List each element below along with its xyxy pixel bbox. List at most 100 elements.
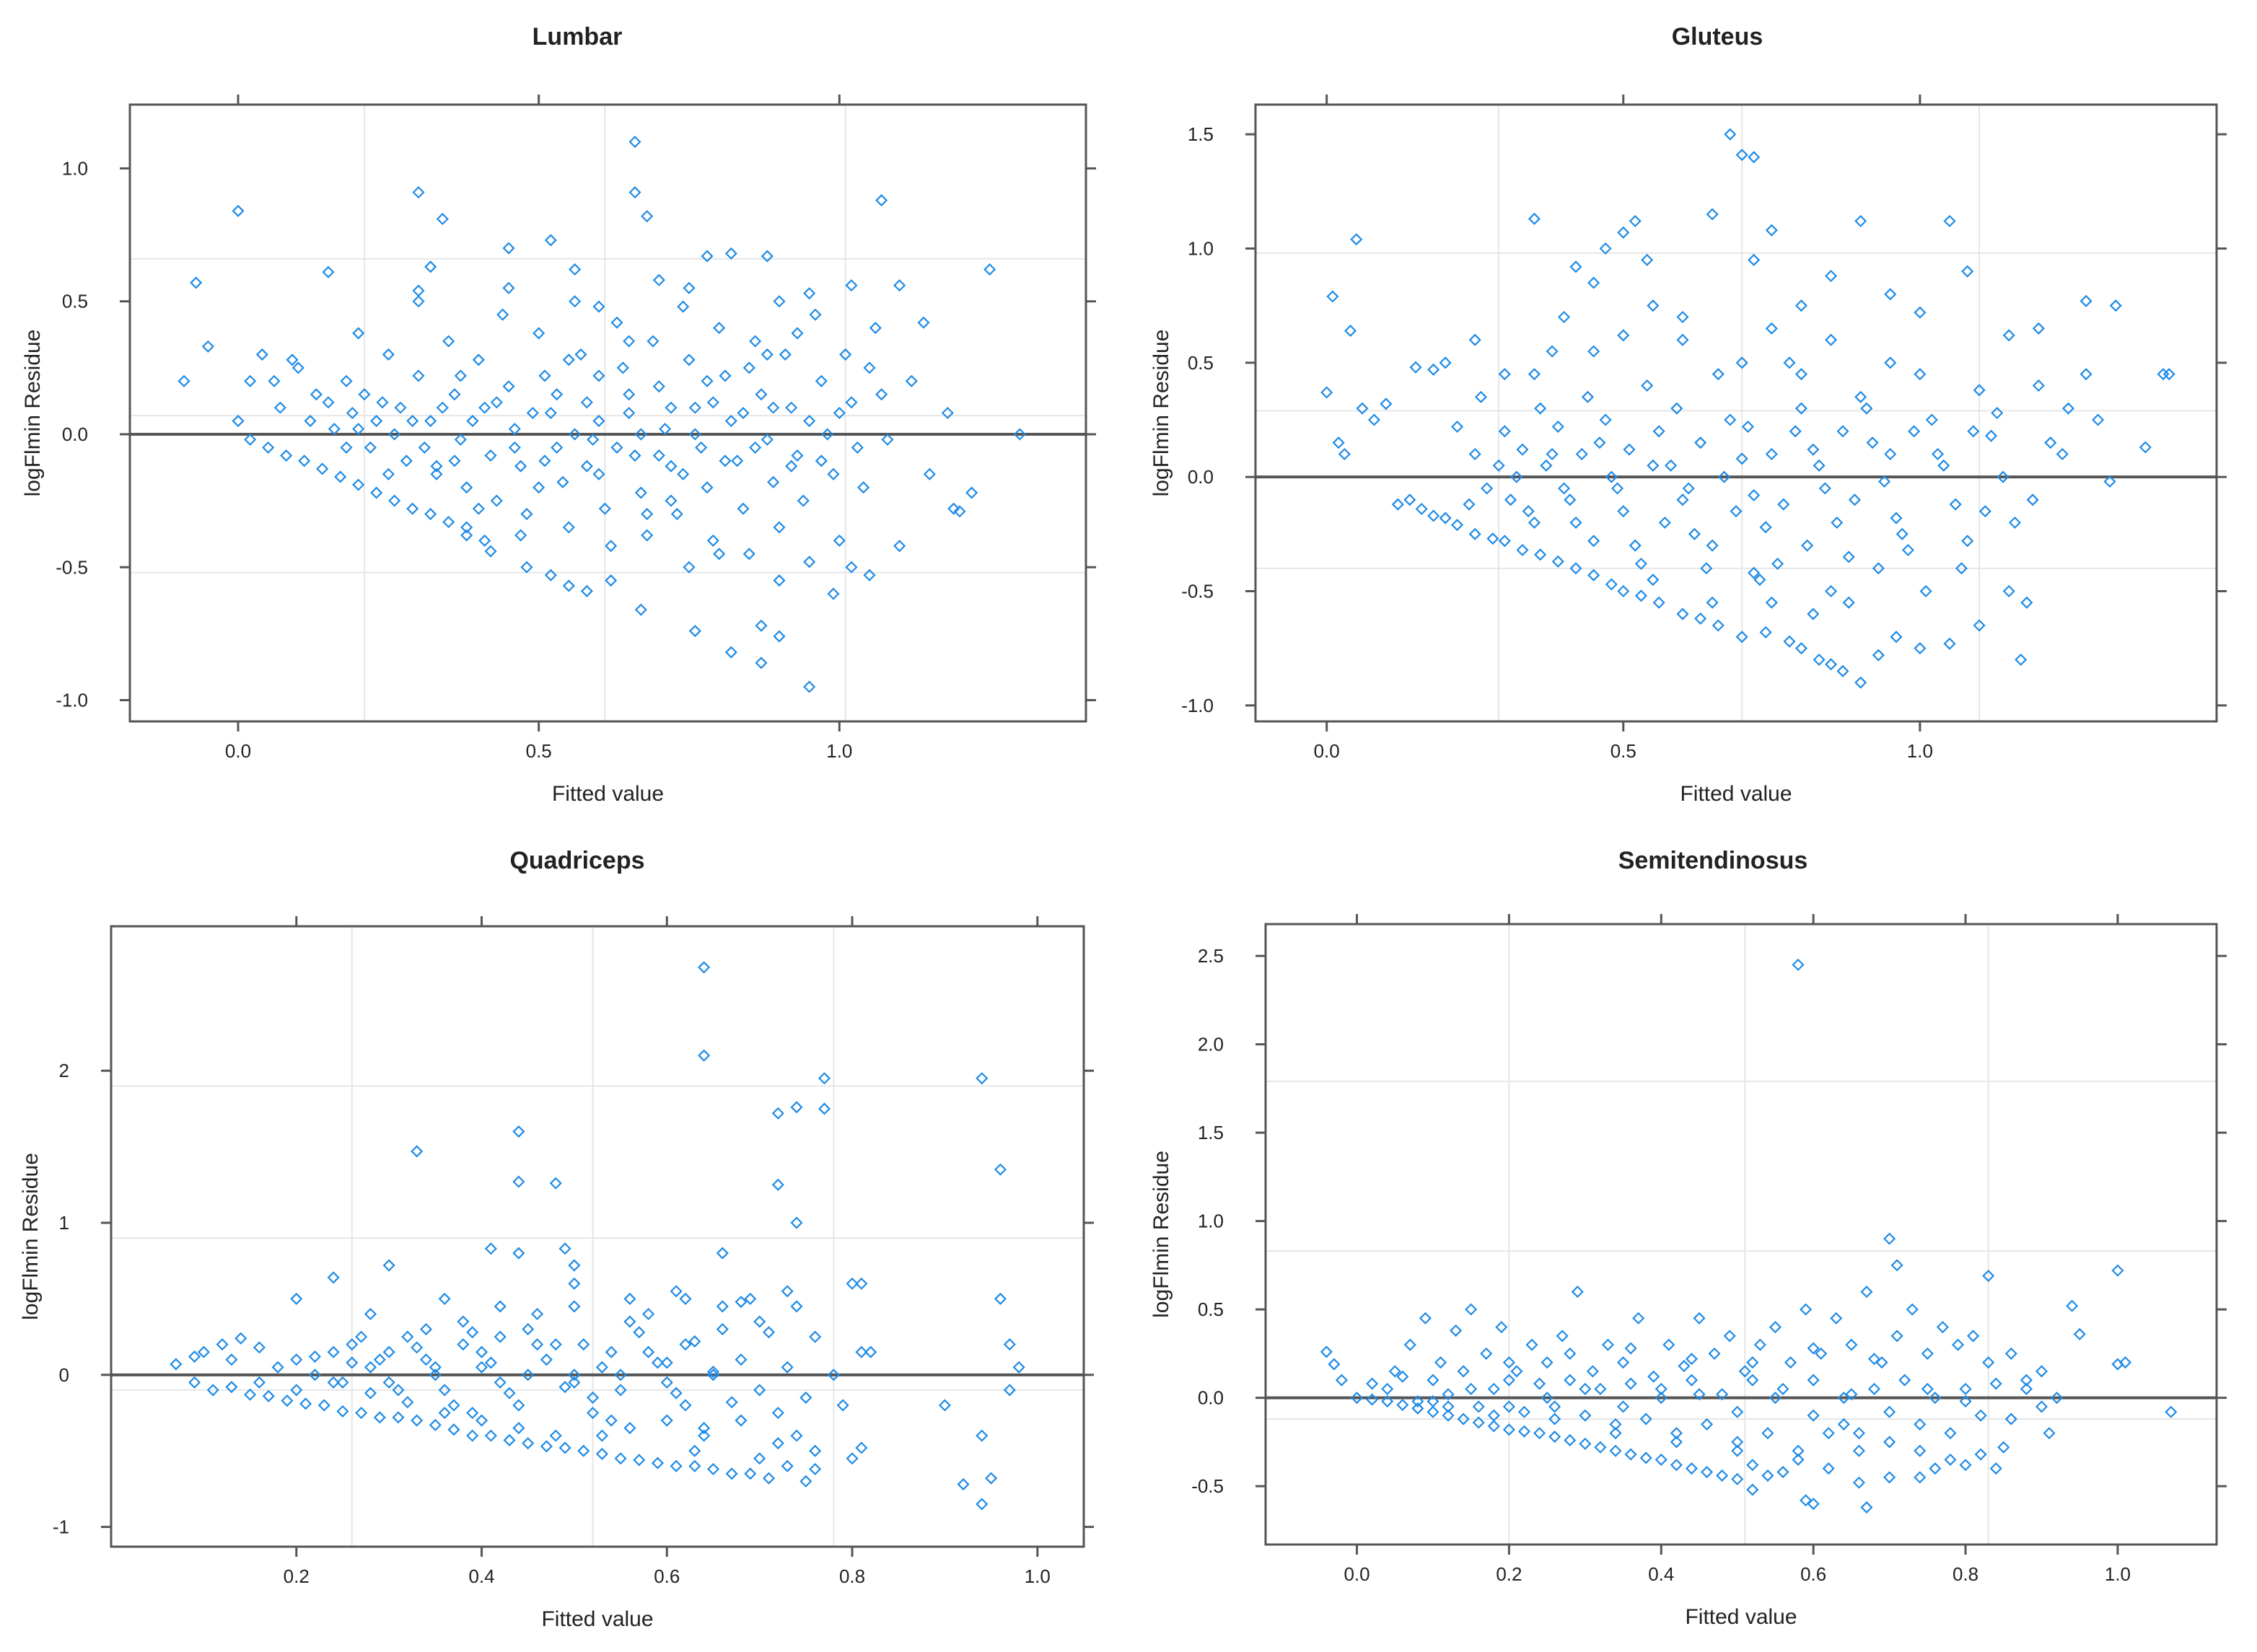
x-tick-label: 1.0 <box>1025 1565 1051 1587</box>
data-point <box>1685 1462 1699 1475</box>
data-point <box>1984 429 1998 442</box>
data-point <box>1533 1427 1546 1440</box>
data-point <box>346 1356 359 1369</box>
data-point <box>857 481 870 494</box>
data-point <box>508 441 521 454</box>
data-point <box>744 1292 757 1305</box>
data-point <box>1486 532 1499 545</box>
data-point <box>1624 1342 1637 1355</box>
chart-semitendinosus: 0.0 0.2 0.4 0.6 0.8 1.0 -0.5 0.0 0.5 1.0 1.5 2.0 2.5… <box>1149 847 2227 1629</box>
data-point <box>809 308 822 321</box>
data-point <box>761 250 773 263</box>
data-point <box>2109 299 2122 312</box>
data-point <box>370 486 383 499</box>
data-point <box>753 1384 766 1397</box>
data-point <box>698 961 711 974</box>
data-point <box>1442 1388 1455 1401</box>
data-point <box>1813 653 1826 667</box>
data-point <box>706 1366 720 1379</box>
data-point <box>1883 1232 1896 1245</box>
data-point <box>1624 1448 1637 1461</box>
x-tick-label: 0.0 <box>225 740 251 762</box>
data-point <box>698 1422 711 1435</box>
data-point <box>605 1345 618 1358</box>
data-point <box>755 619 768 632</box>
data-point <box>1495 1321 1508 1334</box>
data-point <box>875 194 888 207</box>
data-point <box>1594 1382 1607 1395</box>
data-point <box>355 1330 368 1343</box>
data-point <box>1944 1427 1957 1440</box>
x-tick-label: 0.0 <box>1344 1563 1369 1585</box>
y-tick-label: 2 <box>59 1060 69 1081</box>
data-point <box>2008 516 2022 530</box>
data-point <box>1914 642 1927 655</box>
data-point <box>438 1406 451 1420</box>
data-point <box>1759 625 1772 639</box>
data-point <box>201 340 214 353</box>
data-point <box>790 1300 803 1313</box>
data-point <box>1326 290 1339 303</box>
data-point <box>388 428 401 441</box>
data-point <box>773 574 786 587</box>
data-point <box>803 680 816 693</box>
data-point <box>568 1277 581 1290</box>
data-point <box>1569 516 1582 530</box>
data-point <box>628 136 641 149</box>
data-point <box>394 401 407 414</box>
data-point <box>1914 1418 1927 1431</box>
x-tick-label: 0.2 <box>284 1565 310 1587</box>
data-point <box>1403 1338 1416 1351</box>
data-point <box>526 406 539 420</box>
data-point <box>628 449 641 462</box>
data-point <box>1800 1494 1813 1507</box>
data-point <box>1655 1453 1667 1466</box>
data-point <box>533 481 545 494</box>
data-point <box>1694 436 1707 449</box>
data-point <box>815 454 828 467</box>
y-axis-label: logFlmin Residue <box>19 1153 43 1320</box>
data-point <box>881 433 894 446</box>
data-point <box>401 1396 414 1409</box>
data-point <box>1450 1324 1463 1337</box>
data-point <box>742 361 755 374</box>
data-point <box>1896 527 1908 540</box>
data-point <box>1586 1365 1599 1378</box>
data-point <box>1380 397 1393 410</box>
data-point <box>225 1381 238 1394</box>
data-point <box>412 295 425 308</box>
data-point <box>2026 493 2039 506</box>
panel-quadriceps: 0.2 0.4 0.6 0.8 1.0 -1 0 1 2 Quadriceps Fitted val… <box>0 824 1128 1652</box>
data-point <box>1528 516 1541 530</box>
chart-title: Gluteus <box>1672 23 1763 50</box>
data-point <box>322 265 335 278</box>
data-point <box>771 1107 784 1120</box>
data-point <box>1426 1394 1439 1408</box>
data-point <box>569 428 582 441</box>
data-point <box>1465 1382 1478 1395</box>
data-point <box>1746 1459 1759 1472</box>
data-point <box>1783 635 1796 648</box>
data-point <box>634 428 647 441</box>
data-point <box>2035 1400 2048 1413</box>
data-point <box>875 388 888 401</box>
data-point <box>610 316 623 329</box>
data-point <box>340 441 353 454</box>
data-point <box>1546 345 1559 358</box>
data-point <box>660 1376 673 1389</box>
data-point <box>1746 1483 1759 1496</box>
data-point <box>336 1376 349 1389</box>
data-point <box>442 516 455 529</box>
data-point <box>1746 1356 1759 1369</box>
data-point <box>1419 1312 1432 1324</box>
data-point <box>1426 1405 1439 1418</box>
data-point <box>767 475 780 488</box>
data-point <box>178 374 190 387</box>
data-point <box>614 1452 627 1465</box>
data-point <box>1564 1374 1577 1387</box>
data-point <box>683 353 696 366</box>
data-point <box>2032 379 2045 392</box>
data-point <box>994 1163 1007 1176</box>
data-point <box>1571 1286 1584 1299</box>
data-point <box>457 1338 470 1351</box>
